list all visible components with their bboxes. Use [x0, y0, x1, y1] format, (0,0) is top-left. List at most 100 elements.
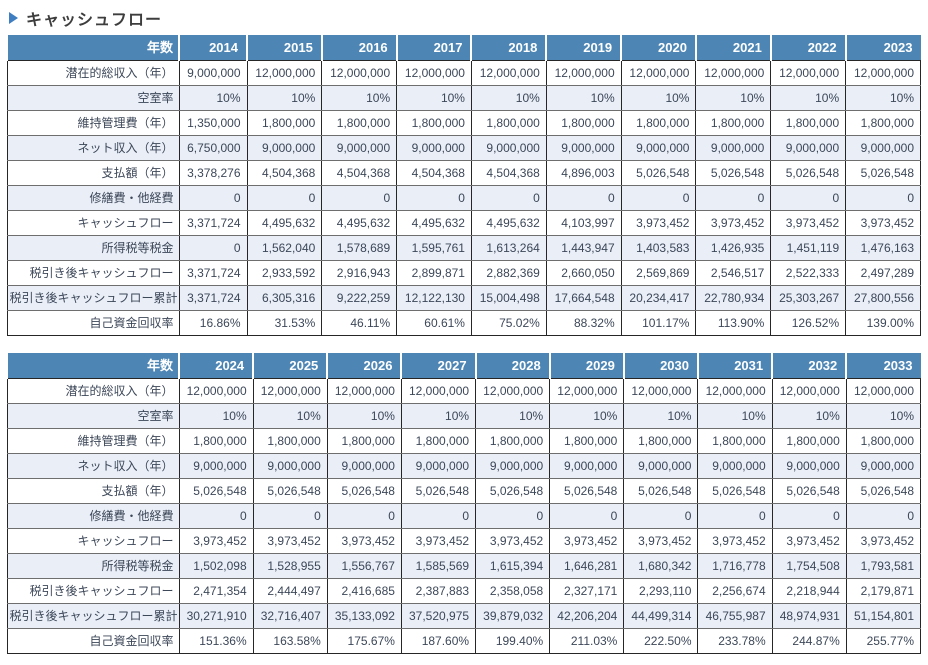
value-cell: 9,000,000 — [695, 135, 772, 161]
row-label-cell: 潜在的総収入（年） — [6, 60, 180, 86]
value-cell: 5,026,548 — [770, 160, 847, 186]
value-cell: 2,497,289 — [845, 260, 921, 286]
value-cell: 0 — [246, 185, 323, 211]
value-cell: 9,000,000 — [771, 453, 847, 479]
value-cell: 9,222,259 — [321, 285, 398, 311]
value-cell: 37,520,975 — [400, 603, 477, 629]
year-header-cell: 2016 — [320, 35, 397, 61]
table-row: 税引き後キャッシュフロー累計 3,371,724 6,305,316 9,222,25… — [6, 285, 921, 311]
value-cell: 10% — [400, 403, 477, 429]
value-cell: 1,556,767 — [326, 553, 402, 579]
value-cell: 5,026,548 — [620, 160, 697, 186]
table-row: 所得税等税金 1,502,098 1,528,955 1,556,767 1,585,5… — [6, 553, 922, 579]
value-cell: 187.60% — [400, 628, 477, 654]
table-row: ネット収入（年） 9,000,000 9,000,000 9,000,000 9,000… — [6, 453, 922, 479]
value-cell: 5,026,548 — [400, 478, 477, 504]
value-cell: 163.58% — [252, 628, 328, 654]
value-cell: 0 — [178, 235, 248, 261]
value-cell: 5,026,548 — [771, 478, 847, 504]
value-cell: 12,000,000 — [252, 378, 328, 404]
value-cell: 1,646,281 — [549, 553, 625, 579]
value-cell: 4,504,368 — [396, 160, 472, 186]
value-cell: 151.36% — [178, 628, 254, 654]
value-cell: 3,973,452 — [771, 528, 847, 554]
value-cell: 10% — [321, 85, 398, 111]
value-cell: 1,350,000 — [178, 110, 248, 136]
value-cell: 1,800,000 — [470, 110, 547, 136]
row-label-cell: 税引き後キャッシュフロー — [6, 260, 180, 286]
value-cell: 4,495,632 — [396, 210, 472, 236]
value-cell: 9,000,000 — [770, 135, 847, 161]
year-header-cell: 2026 — [326, 353, 402, 379]
value-cell: 5,026,548 — [697, 478, 773, 504]
value-cell: 25,303,267 — [770, 285, 847, 311]
row-label-cell: キャッシュフロー — [6, 210, 180, 236]
value-cell: 42,206,204 — [549, 603, 625, 629]
year-header-cell: 2024 — [177, 353, 254, 379]
value-cell: 1,800,000 — [845, 110, 921, 136]
value-cell: 1,476,163 — [845, 235, 921, 261]
value-cell: 0 — [770, 185, 847, 211]
value-cell: 139.00% — [845, 310, 921, 336]
value-cell: 9,000,000 — [549, 453, 625, 479]
table-row: 維持管理費（年） 1,350,000 1,800,000 1,800,000 1,800… — [6, 110, 921, 136]
table-row: 潜在的総収入（年） 12,000,000 12,000,000 12,000,000 1… — [6, 378, 922, 404]
value-cell: 4,896,003 — [545, 160, 622, 186]
value-cell: 3,973,452 — [770, 210, 847, 236]
year-header-cell: 2017 — [395, 35, 472, 61]
value-cell: 0 — [549, 503, 625, 529]
value-cell: 3,371,724 — [178, 285, 248, 311]
year-header-row: 年数 2014 2015 2016 2017 2018 2019 2020 2021 2022 20… — [6, 35, 921, 61]
value-cell: 2,933,592 — [246, 260, 323, 286]
value-cell: 3,371,724 — [178, 260, 248, 286]
row-label-cell: 税引き後キャッシュフロー累計 — [6, 285, 180, 311]
value-cell: 3,973,452 — [695, 210, 772, 236]
value-cell: 1,800,000 — [400, 428, 477, 454]
value-cell: 12,000,000 — [178, 378, 254, 404]
value-cell: 10% — [545, 85, 622, 111]
table-row: 税引き後キャッシュフロー 2,471,354 2,444,497 2,416,685 2… — [6, 578, 922, 604]
row-label-cell: ネット収入（年） — [6, 453, 180, 479]
year-header-cell: 2022 — [769, 35, 846, 61]
value-cell: 6,750,000 — [178, 135, 248, 161]
value-cell: 1,800,000 — [845, 428, 922, 454]
value-cell: 0 — [178, 503, 254, 529]
value-cell: 9,000,000 — [400, 453, 477, 479]
value-cell: 1,680,342 — [623, 553, 699, 579]
value-cell: 31.53% — [246, 310, 323, 336]
value-cell: 12,000,000 — [623, 378, 699, 404]
value-cell: 1,800,000 — [620, 110, 697, 136]
value-cell: 10% — [697, 403, 773, 429]
value-cell: 3,378,276 — [178, 160, 248, 186]
value-cell: 1,613,264 — [470, 235, 547, 261]
value-cell: 5,026,548 — [549, 478, 625, 504]
value-cell: 3,973,452 — [623, 528, 699, 554]
value-cell: 10% — [845, 85, 921, 111]
table-row: 税引き後キャッシュフロー累計 30,271,910 32,716,407 35,133… — [6, 603, 922, 629]
row-label-cell: キャッシュフロー — [6, 528, 180, 554]
value-cell: 88.32% — [545, 310, 622, 336]
value-cell: 9,000,000 — [623, 453, 699, 479]
cashflow-table-2014-2023: 年数 2014 2015 2016 2017 2018 2019 2020 2021 2022 20… — [6, 35, 921, 336]
value-cell: 5,026,548 — [845, 478, 922, 504]
year-header-cell: 2027 — [400, 353, 476, 379]
value-cell: 1,793,581 — [845, 553, 922, 579]
value-cell: 2,522,333 — [770, 260, 847, 286]
value-cell: 0 — [178, 185, 248, 211]
value-cell: 4,103,997 — [545, 210, 622, 236]
value-cell: 9,000,000 — [178, 453, 254, 479]
value-cell: 1,800,000 — [695, 110, 772, 136]
value-cell: 10% — [470, 85, 547, 111]
value-cell: 60.61% — [396, 310, 472, 336]
table-row: 修繕費・他経費 0 0 0 0 0 0 0 0 0 0 — [6, 503, 922, 529]
value-cell: 12,000,000 — [321, 60, 398, 86]
year-header-cell: 2021 — [694, 35, 771, 61]
row-label-cell: 潜在的総収入（年） — [6, 378, 180, 404]
value-cell: 51,154,801 — [845, 603, 922, 629]
value-cell: 10% — [178, 85, 248, 111]
value-cell: 3,973,452 — [475, 528, 551, 554]
value-cell: 44,499,314 — [623, 603, 699, 629]
table-row: キャッシュフロー 3,371,724 4,495,632 4,495,632 4,495… — [6, 210, 921, 236]
value-cell: 9,000,000 — [845, 453, 922, 479]
value-cell: 1,528,955 — [252, 553, 328, 579]
